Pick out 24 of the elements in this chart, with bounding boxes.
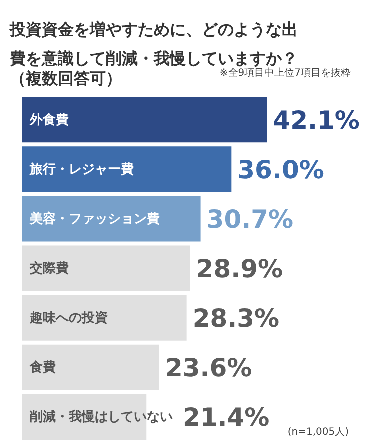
bar — [22, 344, 160, 390]
bar — [22, 97, 268, 143]
chart-title: 投資資金を増やすために、どのような出費を意識して削減・我慢していますか？ — [9, 20, 298, 68]
data-label: 28.3% — [192, 304, 280, 334]
bar — [22, 146, 232, 192]
y-tick-label: 削減・我慢はしていない — [29, 409, 173, 426]
chart-subtitle: （複数回答可） — [10, 69, 122, 88]
y-tick-label: 交際費 — [29, 260, 69, 276]
data-label: 42.1% — [273, 106, 360, 135]
data-label: 36.0% — [238, 155, 324, 184]
y-tick-label: 外食費 — [29, 112, 69, 128]
text: (n=1,005人) — [288, 426, 349, 439]
data-label: 30.7% — [206, 204, 294, 234]
bar — [22, 196, 201, 242]
y-tick-label: 美容・ファッション費 — [29, 210, 160, 227]
data-label: 21.4% — [183, 403, 270, 432]
data-label: 28.9% — [196, 254, 284, 284]
y-tick-label: 趣味への投資 — [29, 311, 108, 326]
y-tick-label: 食費 — [29, 360, 56, 376]
bar — [22, 246, 190, 292]
bar — [22, 295, 187, 341]
data-label: 23.6% — [165, 354, 252, 383]
y-tick-label: 旅行・レジャー費 — [29, 161, 134, 178]
text: ※全9項目中上位7項目を抜粋 — [220, 68, 351, 80]
